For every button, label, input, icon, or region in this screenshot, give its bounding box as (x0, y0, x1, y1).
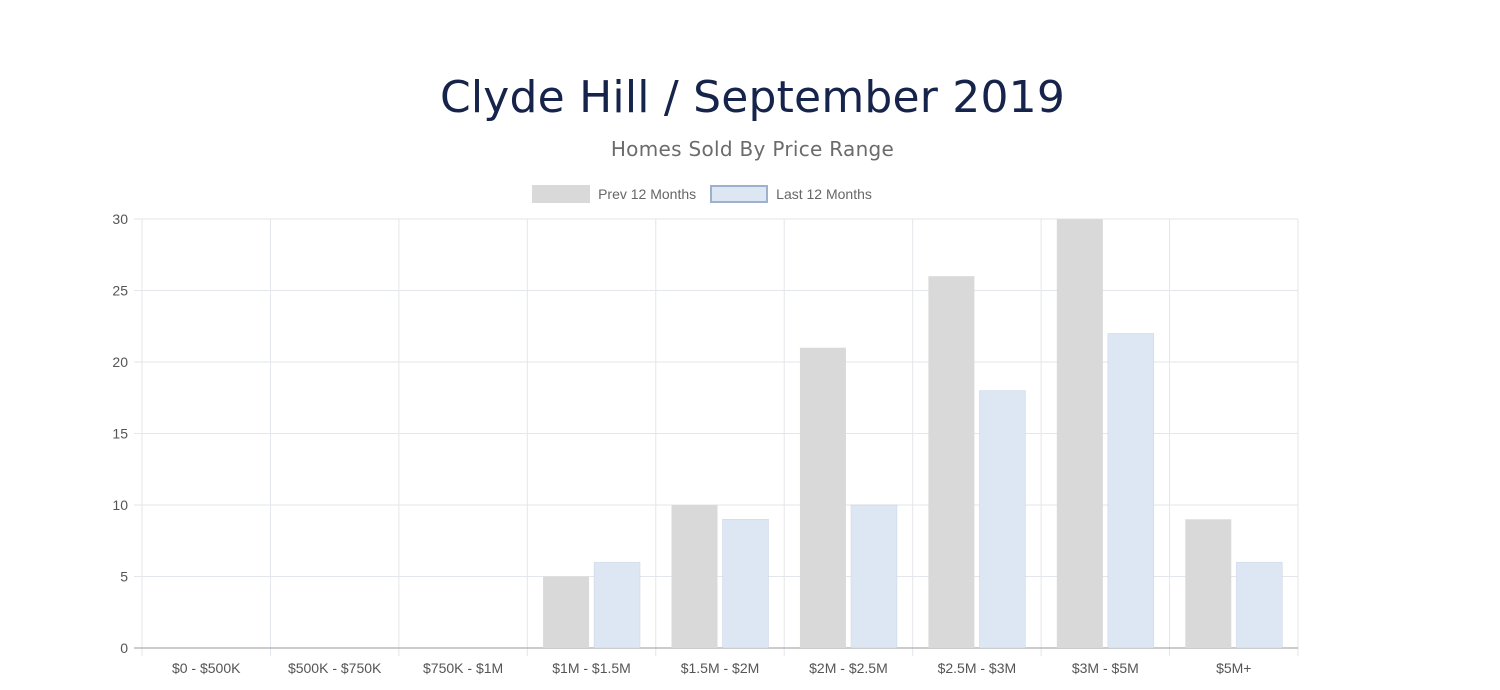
legend-item-prev[interactable]: Prev 12 Months (532, 185, 696, 203)
bar-prev-8 (1185, 519, 1232, 648)
x-tick-label: $3M - $5M (1072, 660, 1139, 676)
y-tick-label: 20 (112, 354, 128, 370)
legend-label-last: Last 12 Months (776, 186, 872, 202)
x-tick-label: $750K - $1M (423, 660, 503, 676)
bar-last-8 (1235, 561, 1283, 649)
x-tick-label: $1M - $1.5M (552, 660, 631, 676)
bar-prev-3 (543, 576, 590, 648)
chart-subtitle: Homes Sold By Price Range (610, 137, 895, 161)
chart-legend: Prev 12 Months Last 12 Months (0, 185, 1404, 203)
legend-swatch-prev (532, 185, 591, 203)
y-tick-label: 0 (120, 640, 128, 656)
bar-last-4 (722, 518, 769, 649)
x-tick-label: $2M - $2.5M (809, 660, 888, 676)
bar-last-5 (850, 504, 898, 649)
y-tick-label: 15 (112, 426, 128, 442)
chart-title: Clyde Hill / September 2019 (439, 72, 1066, 123)
bar-last-3 (593, 561, 641, 649)
legend-label-prev: Prev 12 Months (598, 186, 697, 202)
x-tick-label: $5M+ (1216, 660, 1251, 676)
x-tick-label: $0 - $500K (172, 660, 241, 676)
x-tick-label: $1.5M - $2M (681, 660, 760, 676)
y-tick-label: 30 (112, 211, 128, 227)
bar-prev-4 (671, 505, 718, 648)
x-tick-label: $500K - $750K (288, 660, 382, 676)
y-tick-label: 5 (120, 569, 128, 585)
legend-swatch-last (710, 185, 769, 203)
bar-prev-5 (799, 347, 846, 648)
bar-prev-7 (1056, 219, 1103, 648)
y-tick-label: 10 (112, 497, 128, 513)
bar-last-6 (979, 390, 1026, 649)
bar-prev-6 (928, 276, 975, 648)
legend-item-last[interactable]: Last 12 Months (710, 185, 872, 203)
y-tick-label: 25 (112, 283, 128, 299)
x-tick-label: $2.5M - $3M (938, 660, 1017, 676)
bar-last-7 (1107, 333, 1155, 649)
